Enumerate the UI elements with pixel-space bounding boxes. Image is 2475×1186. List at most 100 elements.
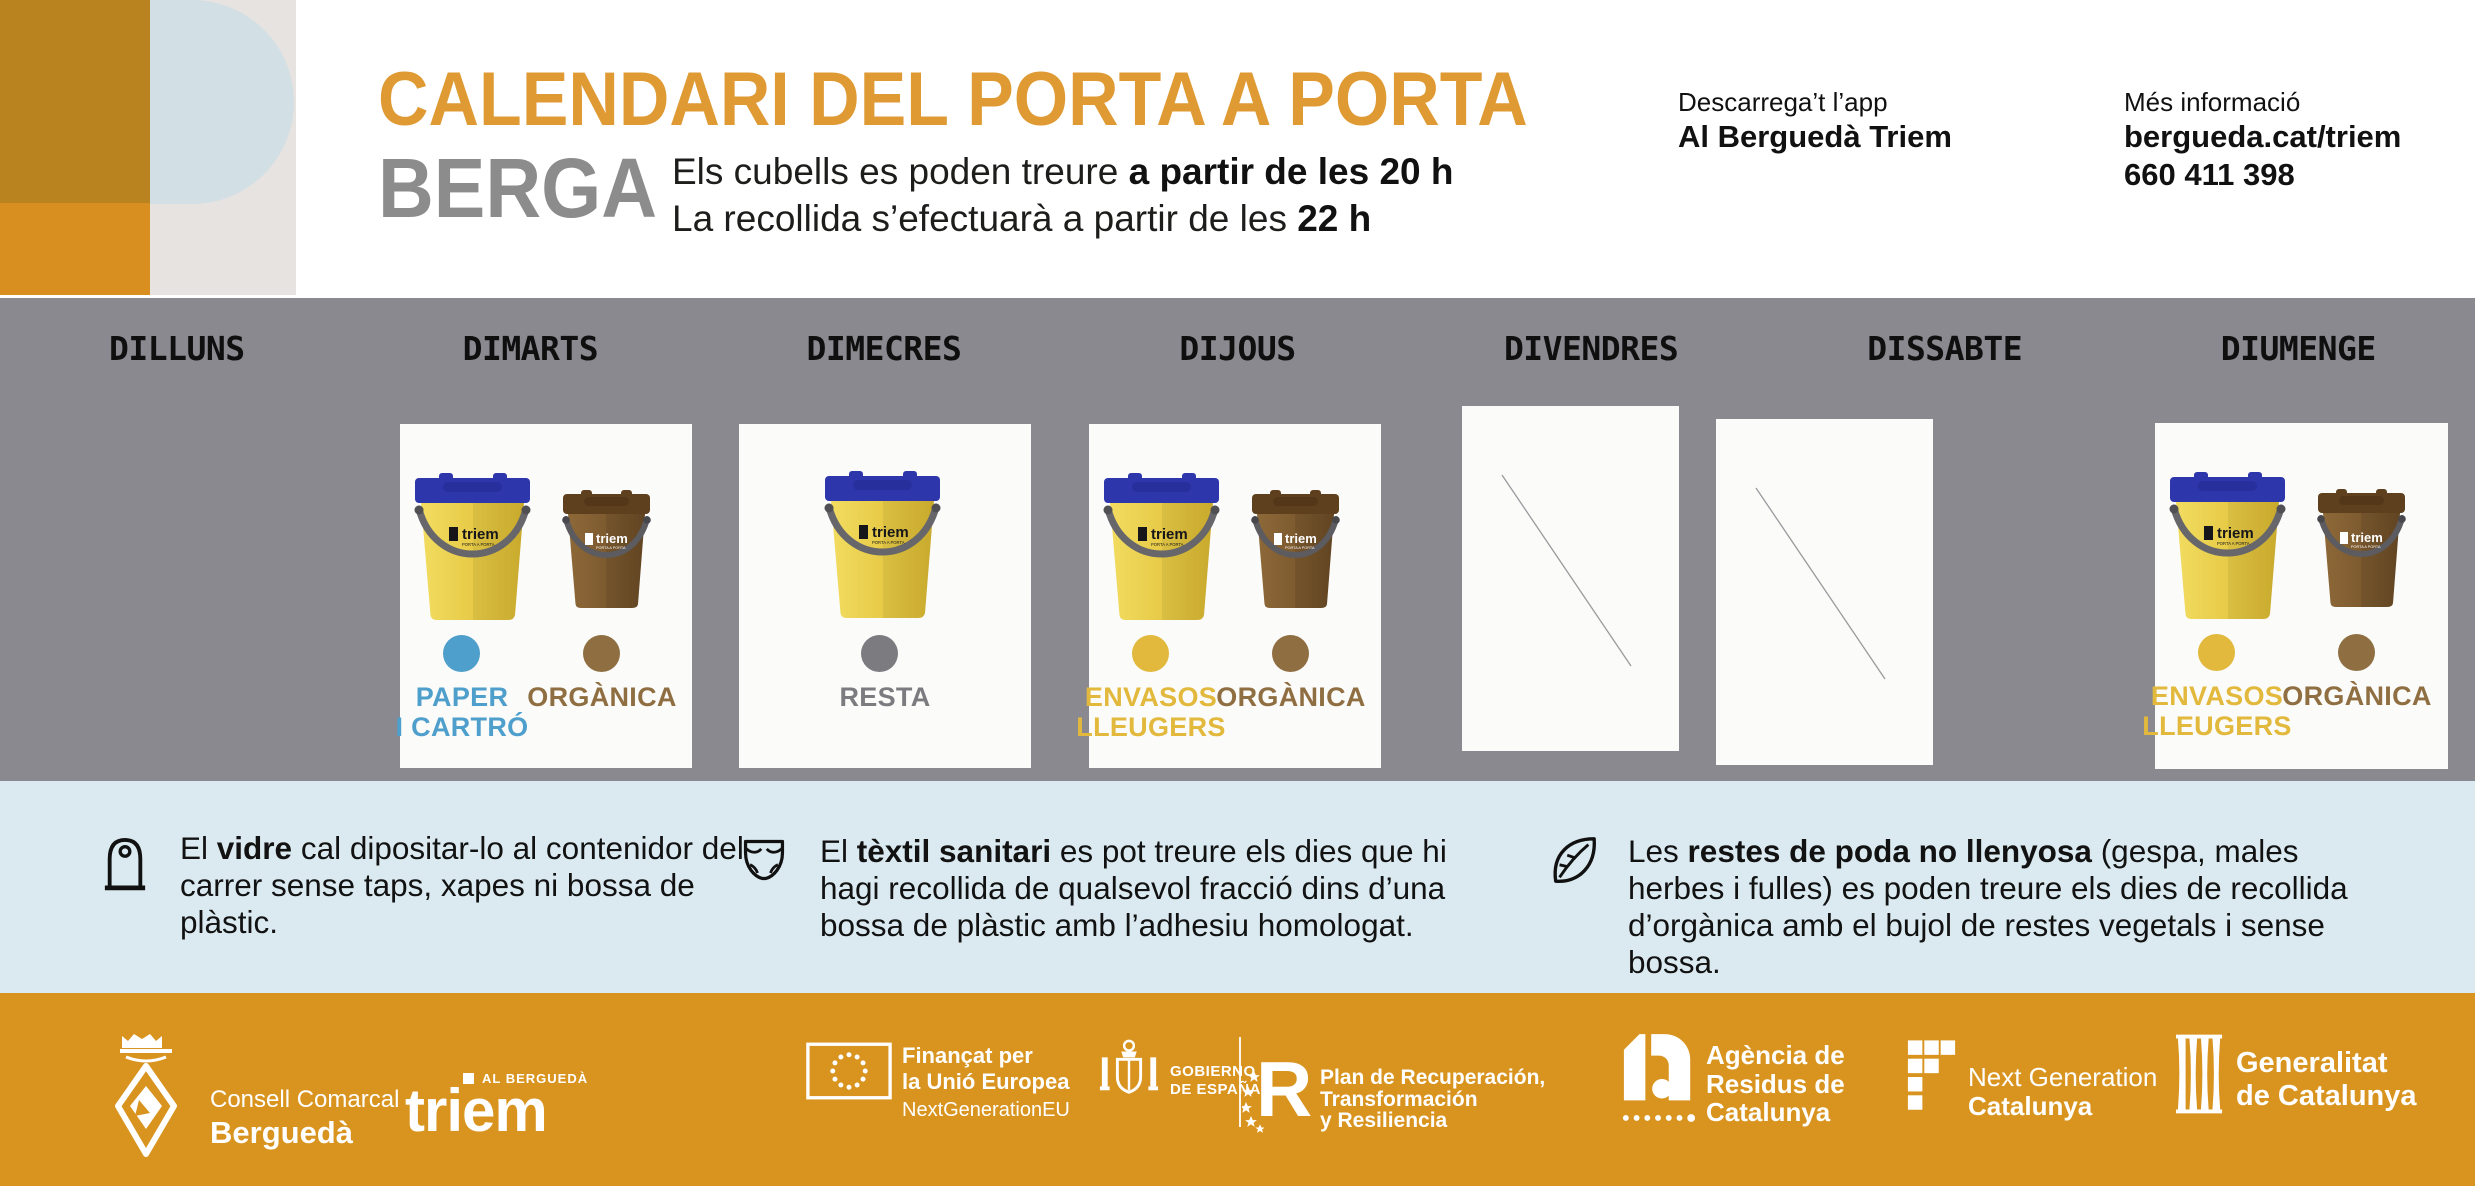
fraction-label-line: RESTA (839, 682, 931, 712)
note-bold: tèxtil sanitari (856, 833, 1052, 869)
note-text: Les restes de poda no llenyosa (gespa, m… (1628, 833, 2368, 981)
note-prefix: El (820, 833, 857, 869)
note-rest: es pot treure els dies que hi hagi recol… (820, 833, 1447, 943)
envasos-dot (2198, 634, 2235, 671)
app-name: Al Berguedà Triem (1678, 119, 1952, 154)
gobierno-espana-label: GOBIERNO DE ESPAÑA (1170, 1063, 1261, 1099)
nextgen-line2: Catalunya (1968, 1091, 2093, 1121)
app-download-block: Descarrega’t l’app Al Berguedà Triem (1678, 86, 1952, 156)
schedule-line1-regular: Els cubells es poden treure (672, 151, 1129, 192)
note-rest: cal dipositar-lo al contenidor del carre… (180, 830, 744, 940)
triem-tag-label: AL BERGUEDÀ (482, 1071, 589, 1086)
card-dimarts: PAPER I CARTRÓ ORGÀNICA (396, 424, 692, 768)
eu-line3: NextGenerationEU (902, 1099, 1070, 1121)
more-info-block: Més informació bergueda.cat/triem 660 41… (2124, 86, 2401, 194)
consell-line1: Consell Comarcal (210, 1086, 400, 1113)
footer: Consell Comarcal Berguedà AL BERGUEDÀ tr… (0, 993, 2475, 1186)
yellow-bin-icon (405, 469, 540, 624)
fraction-label-paper: PAPER I CARTRÓ (382, 682, 542, 742)
eu-line1: Finançat per (902, 1043, 1033, 1068)
card-dimecres: RESTA (739, 424, 1031, 768)
fraction-label-line: ENVASOS (2150, 681, 2284, 711)
weekday-divendres: DIVENDRES (1503, 329, 1679, 368)
notes-band: El vidre cal dipositar-lo al contenidor … (0, 781, 2475, 993)
note-bold: restes de poda no llenyosa (1687, 833, 2092, 869)
note-bold: vidre (216, 830, 293, 866)
arc-line3: Catalunya (1706, 1097, 1831, 1127)
triem-tag: AL BERGUEDÀ (463, 1071, 588, 1086)
fraction-label-resta: RESTA (805, 682, 965, 712)
diaper-icon (743, 839, 785, 881)
fraction-label-organica: ORGÀNICA (522, 682, 682, 712)
consell-bergueda-label: Consell Comarcal Berguedà (210, 1086, 400, 1150)
eu-flag-icon (806, 1042, 892, 1100)
schedule-line-2: La recollida s’efectuarà a partir de les… (672, 195, 1454, 242)
page-title: CALENDARI DEL PORTA A PORTA (378, 57, 1528, 142)
note-text: El vidre cal dipositar-lo al contenidor … (180, 830, 765, 941)
fraction-label-line: PAPER (415, 682, 509, 712)
note-vidre: El vidre cal dipositar-lo al contenidor … (102, 830, 765, 941)
note-textil-sanitari: El tèxtil sanitari es pot treure els die… (740, 833, 1492, 944)
fraction-label-line: ORGÀNICA (2282, 681, 2432, 711)
yellow-bin-icon (2160, 468, 2295, 623)
agencia-residus-label: Agència de Residus de Catalunya (1706, 1041, 1845, 1127)
weekday-dissabte: DISSABTE (1867, 329, 2023, 368)
fraction-label-line: ORGÀNICA (1216, 682, 1366, 712)
info-url: bergueda.cat/triem (2124, 119, 2402, 154)
plan-line1: Plan de Recuperación, (1320, 1066, 1546, 1089)
resta-dot (861, 635, 898, 672)
brown-bin-icon (555, 487, 658, 612)
deco-square-mustard (0, 0, 150, 203)
fraction-label-envasos: ENVASOS LLEUGERS (1071, 682, 1231, 742)
schedule-text: Els cubells es poden treure a partir de … (672, 148, 1454, 242)
gobierno-line2: DE ESPAÑA (1170, 1081, 1261, 1098)
note-prefix: El (180, 830, 217, 866)
yellow-bin-icon (1094, 469, 1229, 624)
weekday-dimarts: DIMARTS (462, 329, 599, 368)
weekday-dimecres: DIMECRES (806, 329, 962, 368)
card-diumenge: ENVASOS LLEUGERS ORGÀNICA (2142, 423, 2448, 769)
organica-dot (1272, 635, 1309, 672)
deco-square-orange (0, 203, 150, 295)
triem-square-icon (463, 1073, 474, 1084)
brown-bin-icon (2310, 486, 2413, 611)
municipality-name: BERGA (378, 141, 658, 235)
gencat-line1: Generalitat (2236, 1047, 2388, 1079)
no-collection-diagonal (1501, 474, 1632, 667)
agencia-residus-logo-icon (1622, 1034, 1696, 1122)
app-download-label: Descarrega’t l’app (1678, 87, 1888, 117)
more-info-label: Més informació (2124, 87, 2301, 117)
leaf-icon (1553, 837, 1596, 883)
weekday-dilluns: DILLUNS (109, 329, 245, 368)
schedule-line2-bold: 22 h (1297, 198, 1372, 239)
next-generation-label: Next Generation Catalunya (1968, 1063, 2157, 1121)
consell-line2: Berguedà (210, 1115, 353, 1150)
gobierno-espana-crest-icon (1099, 1039, 1159, 1094)
note-text: El tèxtil sanitari es pot treure els die… (820, 833, 1492, 944)
generalitat-logo-icon (2176, 1034, 2223, 1114)
brown-bin-icon (1244, 487, 1347, 612)
next-generation-f-icon (1907, 1040, 1956, 1110)
fraction-label-envasos: ENVASOS LLEUGERS (2137, 681, 2297, 741)
yellow-bin-icon (815, 467, 950, 622)
envasos-dot (1132, 635, 1169, 672)
plan-line3: y Resiliencia (1320, 1109, 1448, 1132)
gobierno-line1: GOBIERNO (1170, 1063, 1256, 1080)
plan-r-logo: R (1256, 1045, 1313, 1133)
organica-dot (583, 635, 620, 672)
schedule-line-1: Els cubells es poden treure a partir de … (672, 148, 1454, 195)
fraction-label-line: ENVASOS (1084, 682, 1218, 712)
no-collection-diagonal (1755, 487, 1886, 680)
fraction-label-line: LLEUGERS (2142, 711, 2292, 741)
triem-logo: triem (405, 1077, 548, 1144)
card-divendres-empty (1462, 406, 1679, 751)
generalitat-label: Generalitat de Catalunya (2236, 1047, 2417, 1113)
organica-dot (2338, 634, 2375, 671)
fraction-label-line: LLEUGERS (1076, 712, 1226, 742)
fraction-label-organica: ORGÀNICA (1211, 682, 1371, 712)
glass-container-icon (104, 838, 146, 891)
schedule-line2-regular: La recollida s’efectuarà a partir de les (672, 198, 1298, 239)
arc-line1: Agència de (1706, 1040, 1845, 1070)
fraction-label-line: I CARTRÓ (395, 712, 529, 742)
